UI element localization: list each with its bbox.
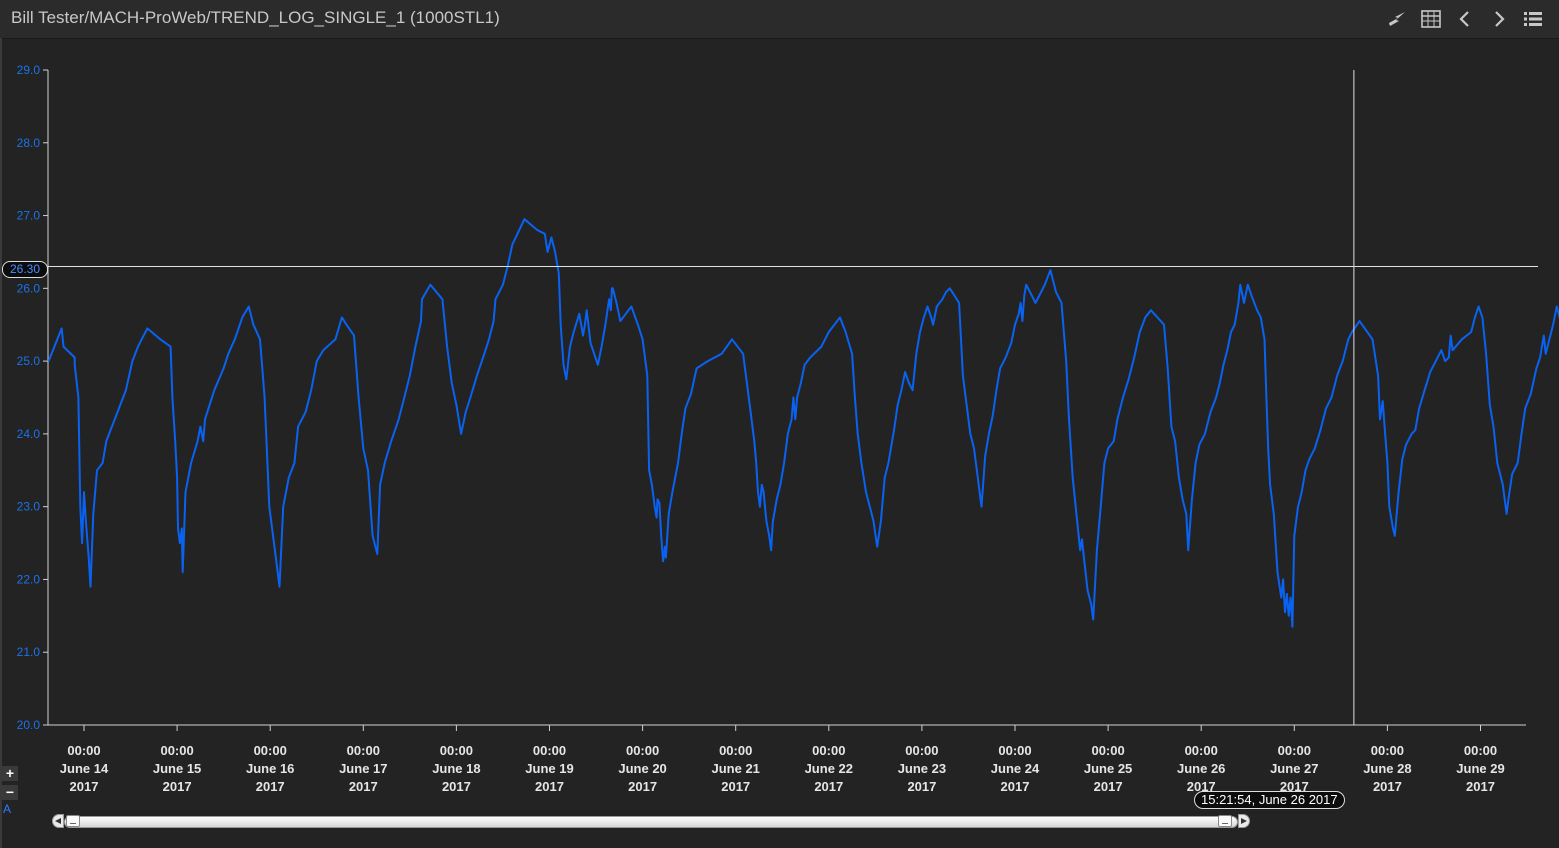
x-tick-label: 00:00: [67, 743, 100, 758]
scroll-right-arrow[interactable]: [1238, 814, 1250, 828]
left-edge: [0, 38, 2, 848]
x-tick-label: 00:00: [1091, 743, 1124, 758]
x-tick-label: 2017: [628, 779, 657, 794]
scroll-track[interactable]: [64, 816, 1238, 828]
x-tick-label: 00:00: [440, 743, 473, 758]
x-tick-label: June 19: [525, 761, 573, 776]
crosshair-time-label: 15:21:54, June 26 2017: [1194, 791, 1345, 809]
x-tick-label: 2017: [349, 779, 378, 794]
x-tick-label: 2017: [1373, 779, 1402, 794]
x-tick-label: 2017: [1001, 779, 1030, 794]
x-tick-label: 2017: [814, 779, 843, 794]
title-bar: Bill Tester/MACH-ProWeb/TREND_LOG_SINGLE…: [0, 0, 1559, 39]
y-tick-label: 28.0: [17, 136, 41, 150]
y-tick-label: 23.0: [17, 500, 41, 514]
chevron-right-icon[interactable]: [1487, 7, 1511, 31]
scroll-handle-start[interactable]: [66, 815, 80, 827]
x-tick-label: June 17: [339, 761, 387, 776]
table-icon[interactable]: [1419, 7, 1443, 31]
crosshair-value-label: 26.30: [2, 261, 48, 278]
y-tick-label: 27.0: [17, 209, 41, 223]
x-tick-label: 2017: [907, 779, 936, 794]
auto-scale-button[interactable]: A: [3, 802, 12, 816]
zoom-in-button[interactable]: +: [2, 766, 18, 781]
x-tick-label: 2017: [70, 779, 99, 794]
chevron-left-icon[interactable]: [1453, 7, 1477, 31]
x-tick-label: 00:00: [626, 743, 659, 758]
x-tick-label: June 22: [805, 761, 853, 776]
x-tick-label: 2017: [163, 779, 192, 794]
x-tick-label: 00:00: [1464, 743, 1497, 758]
series-line: [47, 218, 1559, 628]
x-tick-label: June 18: [432, 761, 480, 776]
scroll-handle-end[interactable]: [1218, 815, 1232, 827]
y-tick-label: 21.0: [17, 645, 41, 659]
x-tick-label: 2017: [1466, 779, 1495, 794]
x-tick-label: 2017: [1094, 779, 1123, 794]
x-tick-label: June 16: [246, 761, 294, 776]
y-tick-label: 25.0: [17, 354, 41, 368]
y-tick-label: 26.0: [17, 281, 41, 295]
x-tick-label: 00:00: [1185, 743, 1218, 758]
x-tick-label: 00:00: [812, 743, 845, 758]
x-tick-label: June 14: [60, 761, 109, 776]
lightning-icon[interactable]: [1385, 7, 1409, 31]
toolbar: [1385, 7, 1545, 31]
time-scrollbar[interactable]: [52, 814, 1250, 828]
x-tick-label: 2017: [442, 779, 471, 794]
window-title: Bill Tester/MACH-ProWeb/TREND_LOG_SINGLE…: [11, 8, 500, 27]
x-tick-label: 00:00: [905, 743, 938, 758]
x-tick-label: June 20: [618, 761, 666, 776]
x-tick-label: 00:00: [1278, 743, 1311, 758]
x-tick-label: June 28: [1363, 761, 1411, 776]
trend-chart[interactable]: 20.0 21.0 22.0 23.0 24.0 25.0 26.0 27.0 28.0 29.0…: [0, 38, 1559, 848]
zoom-out-button[interactable]: −: [2, 785, 18, 800]
x-tick-label: 00:00: [533, 743, 566, 758]
x-tick-label: 2017: [535, 779, 564, 794]
x-tick-label: June 25: [1084, 761, 1132, 776]
y-tick-label: 20.0: [17, 718, 41, 732]
x-tick-label: 2017: [721, 779, 750, 794]
y-tick-label: 29.0: [17, 63, 41, 77]
x-tick-label: June 24: [991, 761, 1040, 776]
x-tick-label: 00:00: [254, 743, 287, 758]
x-tick-label: June 15: [153, 761, 201, 776]
x-tick-label: 2017: [1280, 779, 1309, 794]
y-tick-label: 22.0: [17, 572, 41, 586]
x-tick-label: 2017: [256, 779, 285, 794]
x-tick-label: 00:00: [160, 743, 193, 758]
x-tick-label: June 27: [1270, 761, 1318, 776]
x-tick-label: June 26: [1177, 761, 1225, 776]
x-tick-label: 00:00: [1371, 743, 1404, 758]
y-tick-label: 24.0: [17, 427, 41, 441]
x-tick-label: June 23: [898, 761, 946, 776]
x-tick-label: 00:00: [998, 743, 1031, 758]
x-tick-label: 2017: [1187, 779, 1216, 794]
x-tick-label: 00:00: [347, 743, 380, 758]
x-tick-label: June 29: [1456, 761, 1504, 776]
list-icon[interactable]: [1521, 7, 1545, 31]
scroll-left-arrow[interactable]: [52, 814, 64, 828]
x-tick-label: June 21: [711, 761, 759, 776]
x-tick-label: 00:00: [719, 743, 752, 758]
